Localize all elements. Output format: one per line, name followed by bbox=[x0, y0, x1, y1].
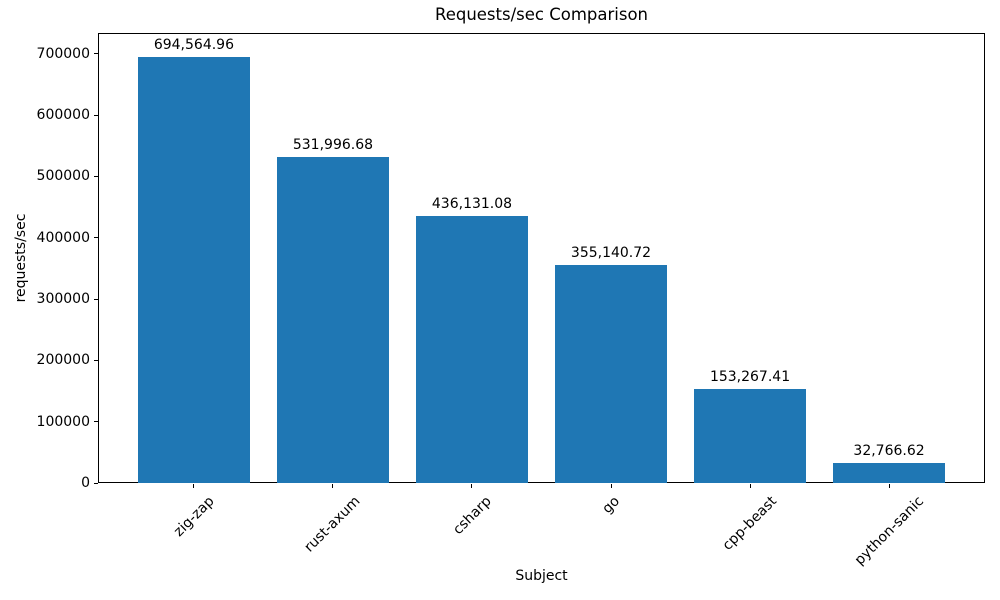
x-tick-label: cpp-beast bbox=[720, 493, 781, 554]
bar-value-label: 694,564.96 bbox=[153, 37, 234, 54]
y-tick-mark bbox=[94, 53, 98, 55]
y-tick-label: 0 bbox=[81, 475, 90, 491]
x-tick-mark bbox=[193, 483, 195, 488]
bar-value-label: 32,766.62 bbox=[853, 442, 925, 459]
bar-value-label: 355,140.72 bbox=[570, 245, 652, 262]
x-tick-mark bbox=[332, 483, 334, 488]
y-tick-label: 600000 bbox=[36, 107, 90, 124]
x-tick-label: csharp bbox=[449, 493, 495, 538]
y-tick-label: 100000 bbox=[36, 413, 90, 430]
bar bbox=[694, 389, 806, 483]
y-tick-mark bbox=[94, 298, 98, 300]
y-tick-label: 500000 bbox=[36, 168, 90, 185]
x-tick-label: go bbox=[599, 493, 624, 517]
x-tick-label: zig-zap bbox=[170, 493, 218, 540]
y-tick-mark bbox=[94, 237, 98, 239]
y-tick-label: 200000 bbox=[36, 352, 90, 369]
bar bbox=[833, 462, 945, 483]
bar bbox=[416, 215, 528, 483]
y-tick-mark bbox=[94, 359, 98, 361]
x-tick-mark bbox=[888, 483, 890, 488]
y-tick-mark bbox=[94, 482, 98, 484]
bar bbox=[277, 156, 389, 483]
y-tick-mark bbox=[94, 114, 98, 116]
x-tick-label: python-sanic bbox=[851, 493, 927, 569]
x-tick-label: rust-axum bbox=[301, 493, 364, 556]
y-tick-mark bbox=[94, 175, 98, 177]
x-tick-mark bbox=[749, 483, 751, 488]
y-tick-label: 700000 bbox=[36, 45, 90, 62]
bar bbox=[555, 265, 667, 483]
y-tick-mark bbox=[94, 421, 98, 423]
x-tick-mark bbox=[610, 483, 612, 488]
x-axis-label: Subject bbox=[515, 568, 568, 584]
bar-value-label: 153,267.41 bbox=[709, 369, 791, 386]
y-tick-label: 400000 bbox=[36, 229, 90, 246]
bar-value-label: 531,996.68 bbox=[292, 136, 374, 153]
bar bbox=[138, 57, 250, 483]
bar-value-label: 436,131.08 bbox=[431, 195, 513, 212]
x-tick-mark bbox=[471, 483, 473, 488]
y-tick-label: 300000 bbox=[36, 291, 90, 308]
chart-title: Requests/sec Comparison bbox=[434, 5, 649, 24]
